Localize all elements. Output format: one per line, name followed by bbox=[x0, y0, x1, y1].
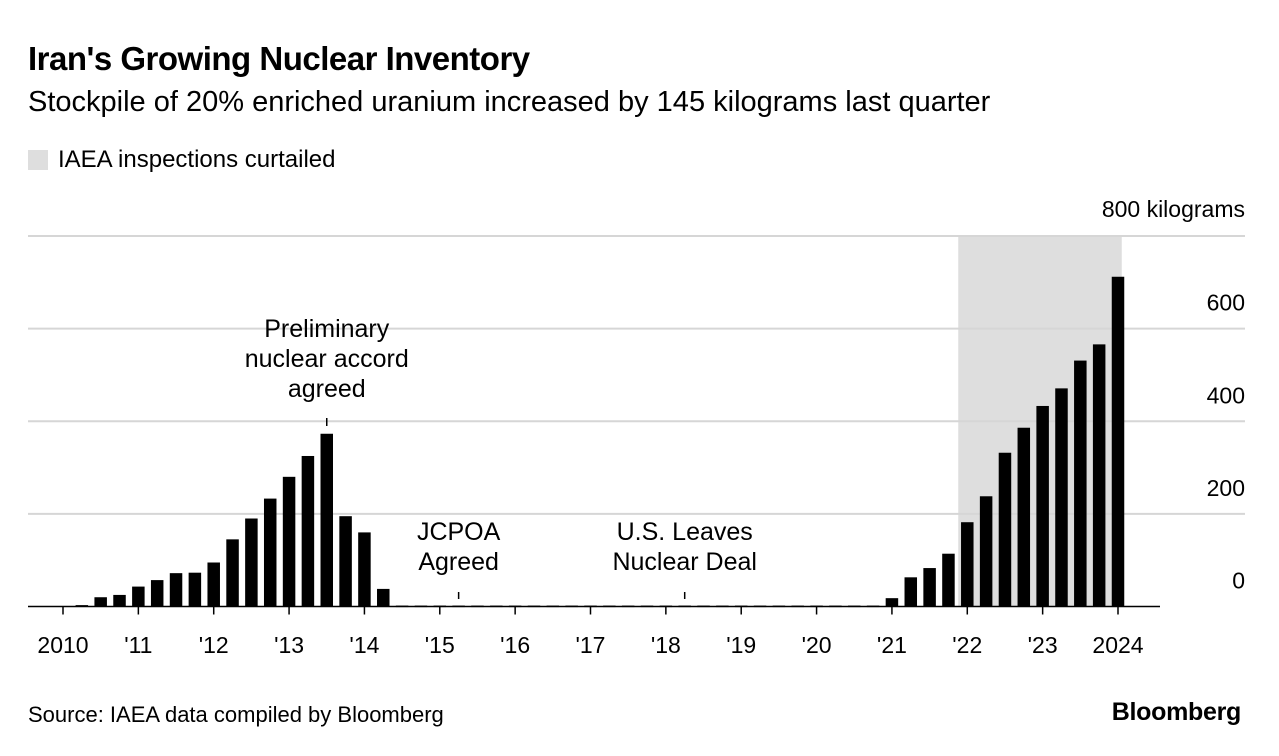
bar-53 bbox=[1074, 360, 1087, 607]
y-tick-label-0: 0 bbox=[1232, 568, 1245, 594]
bar-45 bbox=[923, 568, 936, 607]
legend: IAEA inspections curtailed bbox=[28, 146, 336, 174]
bar-2 bbox=[113, 594, 126, 607]
annotation-2-line-1: Nuclear Deal bbox=[612, 548, 757, 576]
y-tick-label-400: 400 bbox=[1207, 382, 1245, 408]
chart-area: 0 200 400 600 800 kilograms 2010 '11 '12 '13 '14 '… bbox=[28, 196, 1245, 658]
bar-16 bbox=[377, 588, 390, 607]
bar-8 bbox=[226, 539, 239, 607]
x-tick-label-2017: '17 bbox=[576, 632, 606, 658]
x-tick-label-2024: 2024 bbox=[1092, 632, 1143, 658]
bar-14 bbox=[339, 516, 352, 607]
bar-49 bbox=[998, 452, 1012, 607]
x-tick-label-2015: '15 bbox=[425, 632, 455, 658]
x-tick-label-2013: '13 bbox=[274, 632, 304, 658]
bar-52 bbox=[1055, 388, 1068, 607]
annotation-0-line-2: agreed bbox=[288, 375, 366, 403]
bar-50 bbox=[1017, 427, 1031, 607]
bar-55 bbox=[1111, 276, 1125, 607]
bar-15 bbox=[358, 532, 371, 607]
y-tick-label-800: 800 kilograms bbox=[1102, 196, 1245, 222]
x-tick-label-2020: '20 bbox=[802, 632, 832, 658]
source-note: Source: IAEA data compiled by Bloomberg bbox=[28, 702, 444, 727]
x-tick-label-2016: '16 bbox=[500, 632, 530, 658]
bar-7 bbox=[207, 562, 220, 607]
bar-48 bbox=[979, 496, 993, 607]
chart-title: Iran's Growing Nuclear Inventory bbox=[28, 40, 530, 77]
bar-44 bbox=[904, 577, 918, 607]
x-tick-label-2011: '11 bbox=[124, 632, 152, 658]
annotation-0-line-0: Preliminary bbox=[264, 315, 390, 343]
bar-46 bbox=[942, 553, 955, 607]
x-tick-label-2012: '12 bbox=[199, 632, 229, 658]
x-tick-label-2018: '18 bbox=[651, 632, 681, 658]
bar-12 bbox=[301, 455, 315, 607]
bar-47 bbox=[961, 522, 974, 607]
x-tick-label-2023: '23 bbox=[1028, 632, 1058, 658]
annotation-1-line-1: Agreed bbox=[418, 548, 499, 576]
bar-9 bbox=[245, 518, 258, 607]
chart-subtitle: Stockpile of 20% enriched uranium increa… bbox=[28, 86, 991, 118]
annotation-0-line-1: nuclear accord bbox=[245, 345, 409, 373]
y-tick-label-600: 600 bbox=[1207, 290, 1245, 316]
bar-54 bbox=[1092, 344, 1106, 607]
bar-43 bbox=[885, 598, 899, 607]
bar-6 bbox=[188, 572, 202, 607]
bar-13 bbox=[320, 433, 333, 607]
x-tick-label-2021: '21 bbox=[877, 632, 907, 658]
bar-11 bbox=[282, 476, 296, 607]
bar-4 bbox=[150, 580, 164, 607]
x-tick-label-2010: 2010 bbox=[37, 632, 88, 658]
x-tick-label-2019: '19 bbox=[726, 632, 756, 658]
bar-5 bbox=[169, 573, 183, 607]
brand-logo: Bloomberg bbox=[1111, 698, 1242, 726]
bar-10 bbox=[263, 498, 277, 607]
annotation-1-line-0: JCPOA bbox=[417, 518, 501, 546]
legend-label-shaded: IAEA inspections curtailed bbox=[58, 146, 336, 173]
x-tick-label-2022: '22 bbox=[952, 632, 982, 658]
x-tick-label-2014: '14 bbox=[349, 632, 379, 658]
legend-swatch-shaded bbox=[28, 150, 48, 170]
bar-3 bbox=[132, 586, 145, 607]
bar-1 bbox=[94, 597, 107, 607]
bar-51 bbox=[1036, 405, 1049, 607]
annotation-2-line-0: U.S. Leaves bbox=[617, 518, 753, 546]
y-tick-label-200: 200 bbox=[1207, 475, 1245, 501]
